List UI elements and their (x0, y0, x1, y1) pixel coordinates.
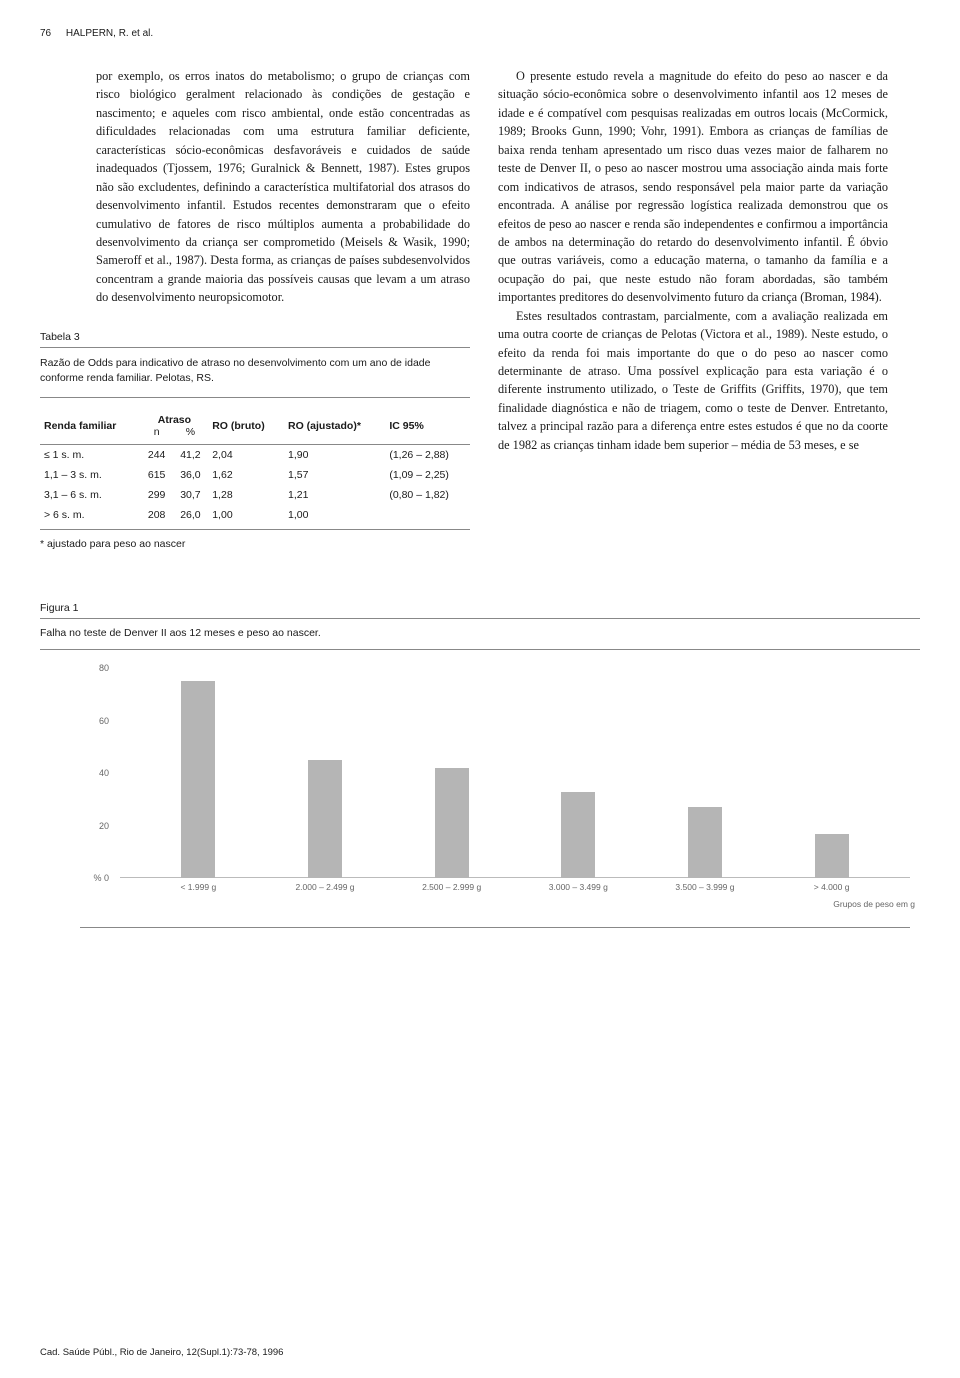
bar (181, 681, 215, 878)
th-ro-bruto: RO (bruto) (208, 408, 284, 445)
bar (308, 760, 342, 878)
th-ro-ajust: RO (ajustado)* (284, 408, 385, 445)
th-n: n (141, 426, 173, 445)
right-paragraph-2: Estes resultados contrastam, parcialment… (498, 307, 888, 455)
y-axis: 80 60 40 20 % 0 (80, 668, 115, 878)
x-label: < 1.999 g (158, 882, 238, 892)
table-caption: Razão de Odds para indicativo de atraso … (40, 356, 470, 399)
th-atraso: Atraso (141, 408, 209, 426)
table-3: Tabela 3 Razão de Odds para indicativo d… (40, 331, 470, 551)
bar (561, 792, 595, 879)
bars-container (120, 668, 910, 878)
table-row: 1,1 – 3 s. m. 615 36,0 1,62 1,57 (1,09 –… (40, 465, 470, 485)
table-row: > 6 s. m. 208 26,0 1,00 1,00 (40, 505, 470, 530)
page-footer: Cad. Saúde Públ., Rio de Janeiro, 12(Sup… (40, 1347, 283, 1358)
bar-chart: 80 60 40 20 % 0 < 1.999 g 2.000 – 2.499 g… (80, 668, 910, 928)
running-header: 76 HALPERN, R. et al. (40, 28, 920, 39)
x-label: 3.000 – 3.499 g (538, 882, 618, 892)
odds-ratio-table: Renda familiar Atraso RO (bruto) RO (aju… (40, 408, 470, 530)
th-renda: Renda familiar (40, 408, 141, 445)
figure-1: Figura 1 Falha no teste de Denver II aos… (40, 602, 920, 928)
th-pct: % (173, 426, 209, 445)
figure-label: Figura 1 (40, 602, 920, 619)
left-paragraph: por exemplo, os erros inatos do metaboli… (96, 67, 470, 307)
right-paragraph-1: O presente estudo revela a magnitude do … (498, 67, 888, 307)
x-label: 3.500 – 3.999 g (665, 882, 745, 892)
bar (815, 834, 849, 879)
th-ic: IC 95% (385, 408, 470, 445)
bar (688, 807, 722, 878)
x-label: 2.500 – 2.999 g (412, 882, 492, 892)
table-row: 3,1 – 6 s. m. 299 30,7 1,28 1,21 (0,80 –… (40, 485, 470, 505)
x-label: > 4.000 g (792, 882, 872, 892)
text-columns: por exemplo, os erros inatos do metaboli… (40, 67, 920, 568)
x-labels: < 1.999 g 2.000 – 2.499 g 2.500 – 2.999 g 3… (120, 878, 910, 892)
x-label: 2.000 – 2.499 g (285, 882, 365, 892)
table-label: Tabela 3 (40, 331, 470, 348)
x-axis-label: Grupos de peso em g (833, 899, 915, 909)
figure-caption: Falha no teste de Denver II aos 12 meses… (40, 627, 920, 650)
table-row: ≤ 1 s. m. 244 41,2 2,04 1,90 (1,26 – 2,8… (40, 445, 470, 466)
bar (435, 768, 469, 878)
running-title: HALPERN, R. et al. (66, 28, 153, 39)
table-note: * ajustado para peso ao nascer (40, 538, 470, 550)
page-number: 76 (40, 28, 51, 39)
